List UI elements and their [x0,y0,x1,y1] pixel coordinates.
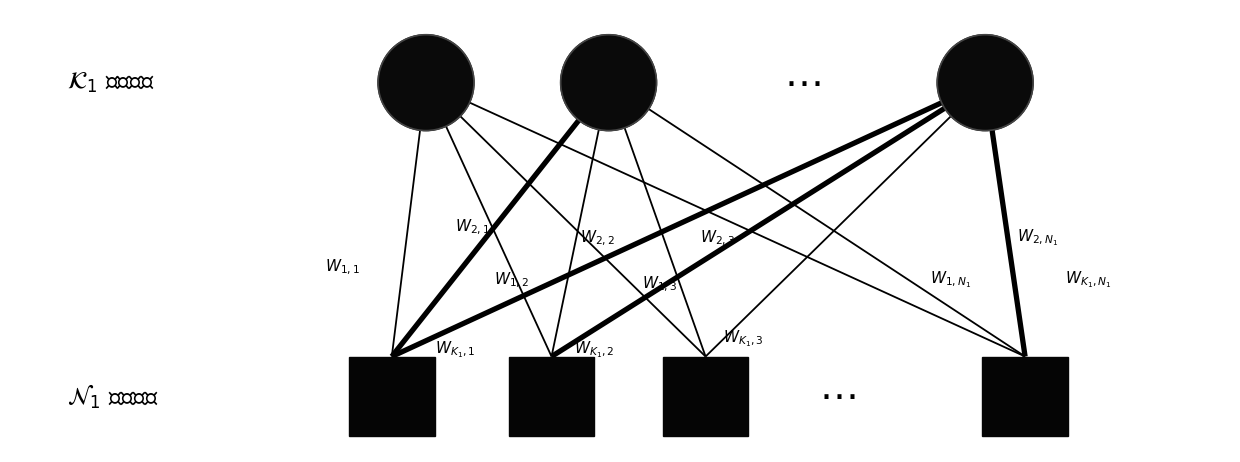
Text: $\cdots$: $\cdots$ [818,377,856,415]
Text: $W_{K_1,1}$: $W_{K_1,1}$ [435,340,475,360]
Text: $W_{1,N_1}$: $W_{1,N_1}$ [930,270,971,290]
Text: $W_{1,1}$: $W_{1,1}$ [325,257,360,277]
Bar [982,357,1068,437]
Text: $W_{1,2}$: $W_{1,2}$ [494,271,528,290]
Circle shape [560,35,656,131]
Text: $\mathcal{K}_1$ 中的用户: $\mathcal{K}_1$ 中的用户 [67,71,155,95]
Text: $\cdots$: $\cdots$ [785,64,821,102]
Circle shape [937,35,1033,131]
Text: $W_{2,N_1}$: $W_{2,N_1}$ [1017,227,1059,248]
Text: $W_{2,3}$: $W_{2,3}$ [699,229,735,248]
Text: $\mathcal{N}_1$ 中的信道: $\mathcal{N}_1$ 中的信道 [67,383,157,411]
Text: $W_{2,2}$: $W_{2,2}$ [580,229,615,248]
Bar [508,357,594,437]
Text: $W_{K_1,3}$: $W_{K_1,3}$ [723,328,763,349]
Text: $W_{1,3}$: $W_{1,3}$ [642,274,677,294]
Bar [663,357,749,437]
Text: $W_{K_1,N_1}$: $W_{K_1,N_1}$ [1065,270,1112,290]
Text: $W_{2,1}$: $W_{2,1}$ [455,218,490,237]
Circle shape [378,35,474,131]
Text: $W_{K_1,2}$: $W_{K_1,2}$ [574,340,615,360]
Bar [348,357,434,437]
